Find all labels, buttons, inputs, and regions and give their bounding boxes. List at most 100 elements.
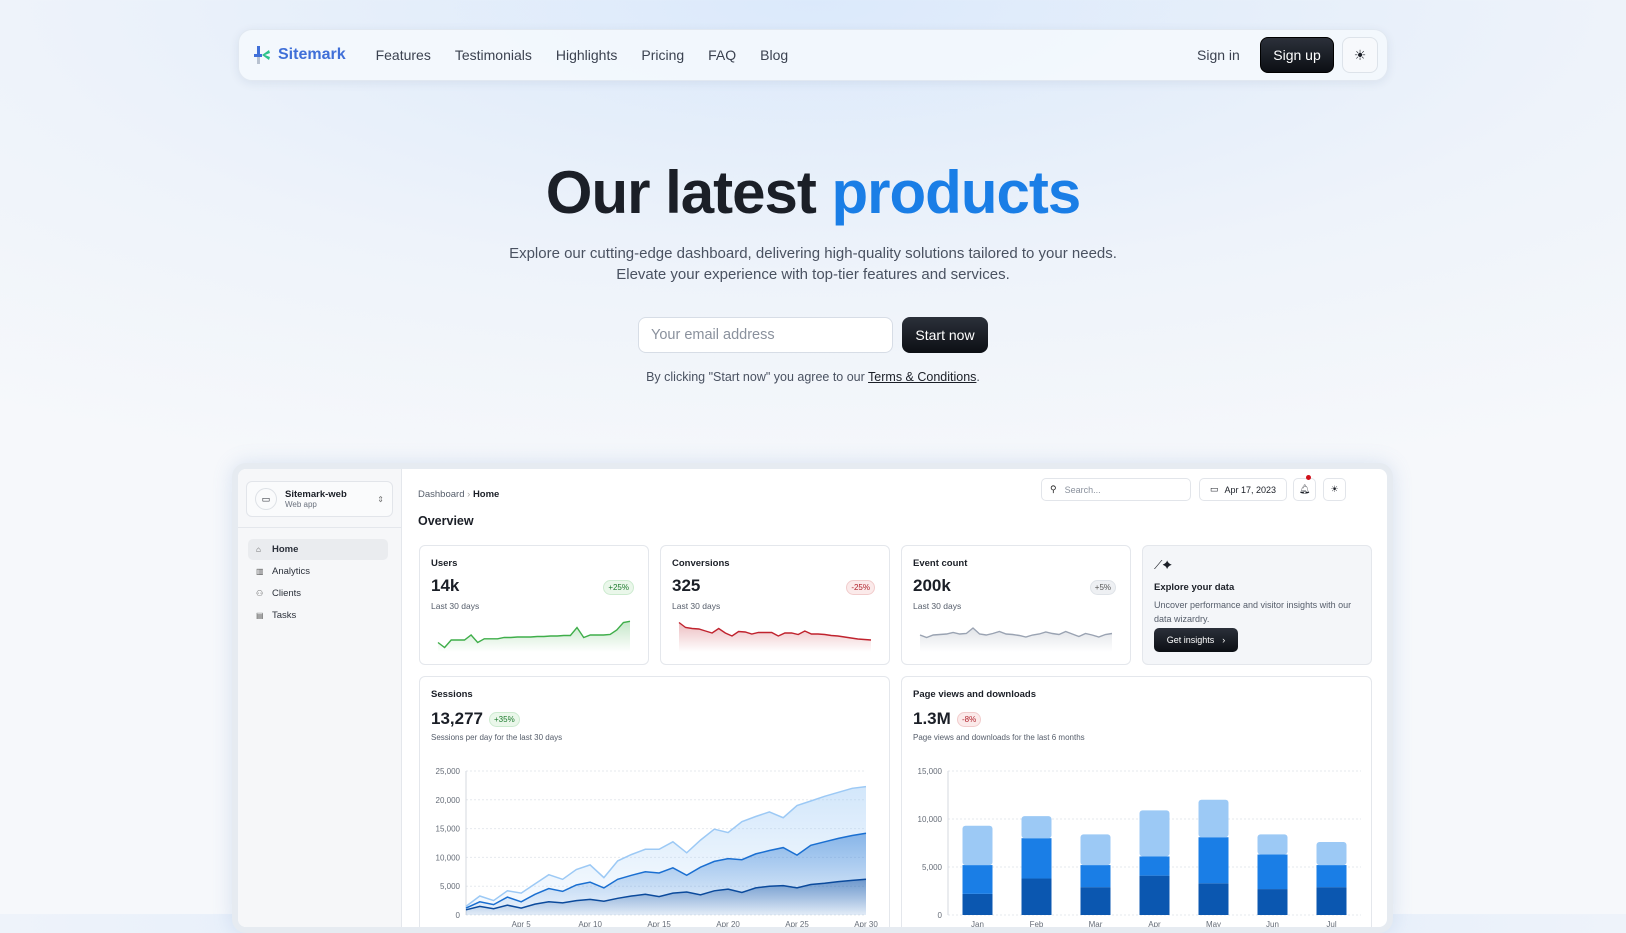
- nav-pricing[interactable]: Pricing: [641, 47, 685, 63]
- sparkline-line: [437, 620, 631, 649]
- nav-faq[interactable]: FAQ: [708, 47, 737, 63]
- stat-period: Last 30 days: [913, 601, 962, 611]
- explore-card: ⟋✦ Explore your data Uncover performance…: [1142, 545, 1372, 665]
- trend-badge: -25%: [846, 580, 875, 595]
- notifications-button[interactable]: 🔔︎: [1293, 478, 1316, 501]
- x-tick-label: Jun: [1266, 920, 1279, 929]
- sun-icon: ☀: [1330, 484, 1339, 494]
- series-area: [466, 879, 866, 915]
- y-tick-label: 20,000: [436, 796, 461, 805]
- sidebar-divider: [238, 527, 402, 528]
- dashboard-preview: ▭ Sitemark-web Web app ⇕ ⌂ Home ▥ Analytics…: [232, 463, 1393, 933]
- x-tick-label: Apr 10: [578, 920, 602, 929]
- users-sparkline: [437, 620, 631, 652]
- sessions-area-chart: 0 5,000 10,000 15,000 20,000 25,000 Apr 5 Apr 1…: [436, 767, 879, 929]
- stat-value: 325: [672, 576, 701, 595]
- stat-value: 14k: [431, 576, 460, 595]
- search-input[interactable]: ⚲ Search...: [1041, 478, 1191, 501]
- sidebar-item-label: Clients: [272, 588, 302, 599]
- x-tick-label: Jul: [1326, 920, 1336, 929]
- chevron-updown-icon: ⇕: [377, 494, 384, 504]
- y-tick-label: 10,000: [918, 815, 943, 824]
- hero-title-accent: products: [831, 159, 1082, 226]
- nav-highlights[interactable]: Highlights: [555, 47, 618, 63]
- analytics-icon: ▥: [256, 567, 264, 576]
- bar-segment: [1139, 875, 1170, 915]
- bar-segment: [1080, 865, 1111, 888]
- terms-link[interactable]: Terms & Conditions: [868, 370, 977, 384]
- nav-blog[interactable]: Blog: [760, 47, 789, 63]
- sign-in-link[interactable]: Sign in: [1197, 47, 1240, 63]
- x-tick-label: Apr 25: [785, 920, 809, 929]
- bar-segment: [1021, 838, 1052, 879]
- navbar: Sitemark Features Testimonials Highlight…: [238, 29, 1388, 81]
- y-tick-label: 10,000: [436, 853, 461, 862]
- home-icon: ⌂: [256, 545, 261, 554]
- bar-segment: [962, 825, 993, 866]
- x-tick-label: Mar: [1089, 920, 1103, 929]
- sun-icon: ☀: [1353, 46, 1367, 63]
- breadcrumb-home: Home: [472, 489, 500, 500]
- email-input[interactable]: Your email address: [638, 317, 893, 353]
- bar-segment: [1021, 816, 1052, 839]
- sessions-subtitle: Sessions per day for the last 30 days: [431, 733, 563, 742]
- dashboard-sidebar: ▭ Sitemark-web Web app ⇕ ⌂ Home ▥ Analytics…: [238, 469, 402, 927]
- breadcrumb-dashboard[interactable]: Dashboard: [418, 489, 465, 500]
- theme-toggle-button[interactable]: ☀: [1323, 478, 1346, 501]
- people-icon: ⚇: [256, 589, 264, 598]
- nav-features[interactable]: Features: [375, 47, 431, 63]
- trend-badge: +5%: [1089, 580, 1116, 595]
- series-line: [465, 832, 867, 909]
- x-tick-label: Apr 15: [647, 920, 671, 929]
- nav-testimonials[interactable]: Testimonials: [454, 47, 532, 63]
- date-picker[interactable]: ▭ Apr 17, 2023: [1199, 478, 1287, 501]
- bar-segment: [1316, 887, 1347, 915]
- y-tick-label: 15,000: [918, 767, 943, 776]
- start-now-button[interactable]: Start now: [902, 317, 988, 353]
- bar-segment: [1139, 810, 1170, 857]
- stat-title: Conversions: [672, 558, 730, 569]
- stat-card-users: Users 14k +25% Last 30 days: [419, 545, 649, 665]
- x-tick-label: Apr 30: [854, 920, 878, 929]
- sparkline-area: [438, 621, 630, 652]
- stat-card-conversions: Conversions 325 -25% Last 30 days: [660, 545, 890, 665]
- sidebar-item-tasks[interactable]: ▤ Tasks: [248, 605, 388, 626]
- y-tick-label: 0: [456, 911, 461, 920]
- hero-title-plain: Our latest: [545, 159, 817, 226]
- project-selector[interactable]: ▭ Sitemark-web Web app ⇕: [246, 481, 393, 517]
- sidebar-item-home[interactable]: ⌂ Home: [248, 539, 388, 560]
- stat-title: Users: [431, 558, 458, 569]
- bell-icon: 🔔︎: [1298, 484, 1311, 494]
- series-line: [465, 785, 867, 907]
- device-icon: ▭: [255, 488, 277, 510]
- bar-segment: [1257, 834, 1288, 855]
- terms-suffix: .: [976, 370, 980, 384]
- sparkline-line: [919, 627, 1113, 639]
- theme-toggle-button[interactable]: ☀: [1342, 37, 1378, 73]
- pageviews-title: Page views and downloads: [913, 689, 1037, 700]
- bar-segment: [962, 893, 993, 915]
- pageviews-subtitle: Page views and downloads for the last 6 …: [913, 733, 1085, 742]
- calendar-icon: ▭: [1209, 484, 1219, 494]
- bar-segment: [1198, 883, 1229, 915]
- pageviews-card: Page views and downloads 1.3M -8% Page v…: [901, 676, 1372, 929]
- trend-badge: +25%: [603, 580, 634, 595]
- get-insights-button[interactable]: Get insights ›: [1154, 628, 1238, 652]
- bar-segment: [1198, 837, 1229, 884]
- notification-dot: [1306, 475, 1311, 480]
- search-placeholder: Search...: [1064, 484, 1101, 495]
- insights-sparkle-icon: ⟋✦: [1154, 558, 1172, 572]
- pageviews-value: 1.3M: [913, 709, 951, 728]
- stat-value: 200k: [913, 576, 951, 595]
- get-insights-label: Get insights: [1166, 635, 1215, 645]
- brand-logo[interactable]: Sitemark: [253, 45, 346, 65]
- clipboard-icon: ▤: [256, 611, 264, 620]
- sidebar-item-analytics[interactable]: ▥ Analytics: [248, 561, 388, 582]
- x-tick-label: Apr 20: [716, 920, 740, 929]
- sidebar-item-clients[interactable]: ⚇ Clients: [248, 583, 388, 604]
- y-tick-label: 5,000: [922, 863, 943, 872]
- sign-up-button[interactable]: Sign up: [1260, 37, 1334, 73]
- series-line: [465, 878, 867, 911]
- hero-subtitle-2: Elevate your experience with top-tier fe…: [616, 266, 1010, 283]
- stat-period: Last 30 days: [672, 601, 721, 611]
